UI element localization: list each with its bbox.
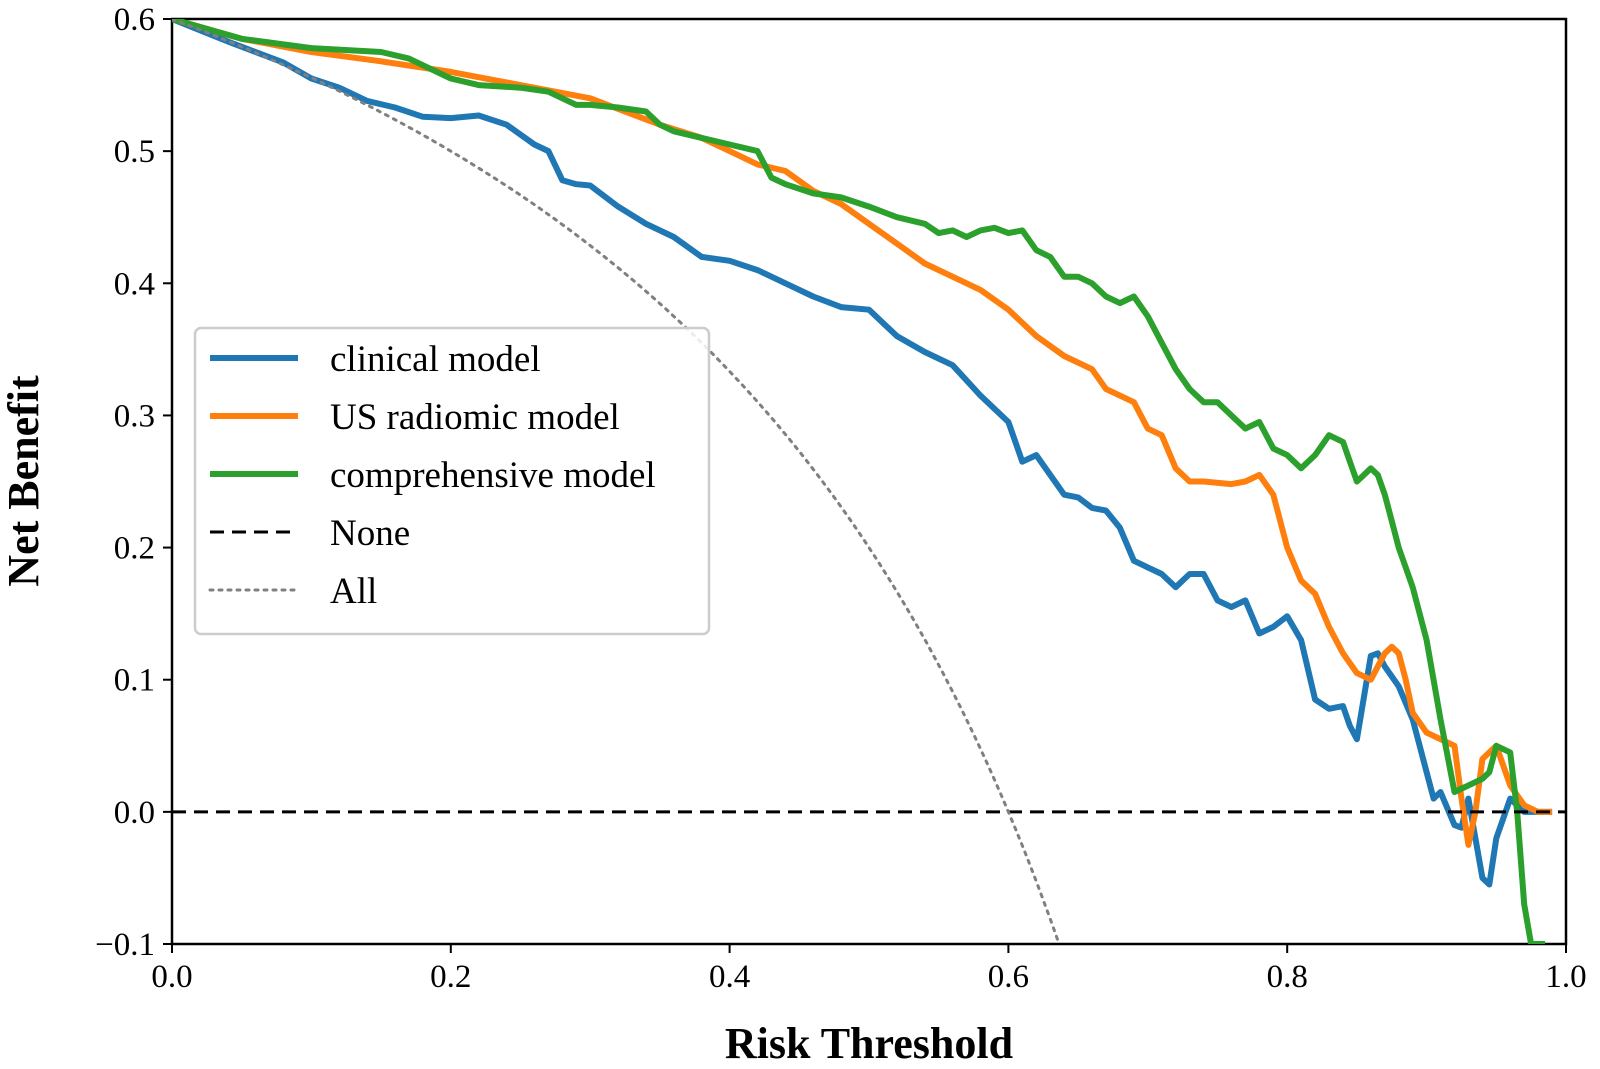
legend-box [193,326,711,636]
series-line-clinical-model [172,19,1553,888]
plot-frame [170,17,1568,946]
y-tick-label: 0.0 [114,795,155,831]
legend-label-comprehensive-model: comprehensive model [330,455,656,496]
legend-label-none: None [330,513,410,554]
legend-label-clinical-model: clinical model [330,339,541,380]
y-axis-title: Net Benefit [0,375,48,587]
x-tick-label: 1.0 [1545,959,1586,995]
series-line-us-radiomic-model [172,19,1553,848]
x-axis-title: Risk Threshold [725,1019,1013,1068]
y-tick-label: 0.3 [114,398,155,434]
x-tick-label: 0.6 [988,959,1029,995]
y-tick-label: 0.4 [114,266,155,302]
series-line-comprehensive-model [172,19,1546,944]
y-tick-label: 0.2 [114,531,155,567]
x-tick-label: 0.4 [709,959,750,995]
ticks-layer: 0.0 0.2 0.4 0.6 0.8 1.0−0.10.00.10.20.30.40.5… [95,2,1587,995]
legend-label-us-radiomic-model: US radiomic model [330,397,620,438]
series-line-all [172,19,1061,944]
legend: clinical model US radiomic model comprehen… [193,326,711,636]
y-tick-label: 0.1 [114,663,155,699]
legend-label-all: All [330,571,377,612]
y-tick-label: 0.5 [114,134,155,170]
y-tick-label: 0.6 [114,2,155,38]
x-tick-label: 0.2 [430,959,471,995]
y-tick-label: −0.1 [95,927,155,963]
series-layer [172,19,1566,944]
x-tick-label: 0.0 [151,959,192,995]
x-tick-label: 0.8 [1267,959,1308,995]
